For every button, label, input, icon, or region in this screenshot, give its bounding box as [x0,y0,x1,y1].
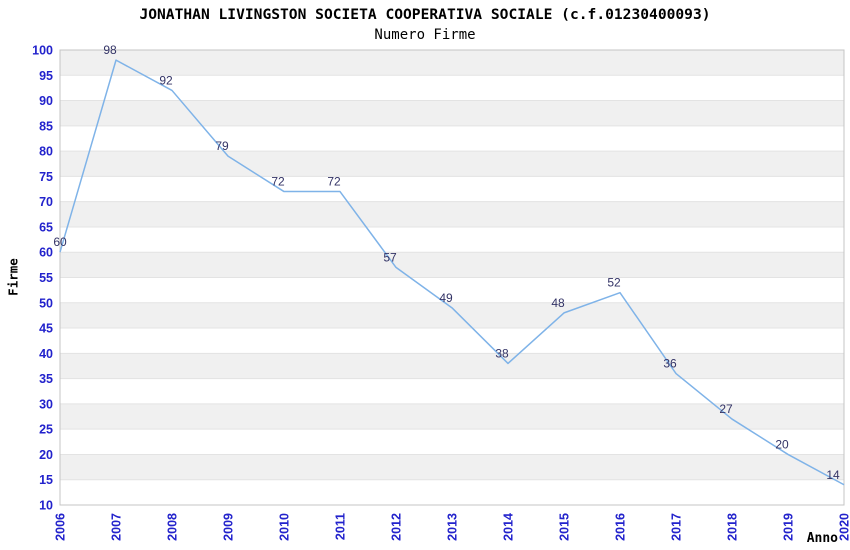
data-point-label: 98 [103,43,117,57]
y-axis-title: Firme [5,258,21,296]
x-tick-label: 2016 [614,513,628,541]
grid-band [60,302,844,329]
grid-band [60,252,844,278]
y-tick-label: 90 [39,94,53,108]
x-tick-label: 2009 [222,513,236,541]
y-tick-label: 10 [39,499,53,513]
x-tick-label: 2007 [110,513,124,541]
data-point-label: 14 [826,468,840,482]
data-point-label: 57 [383,250,397,264]
plot-border [59,49,845,506]
grid-band [60,403,844,430]
y-tick-label: 85 [39,119,53,133]
x-tick-label: 2013 [446,513,460,541]
y-tick-label: 60 [39,246,53,260]
y-tick-label: 50 [39,296,53,310]
y-tick-label: 20 [39,448,53,462]
y-tick-label: 95 [39,69,53,83]
x-tick-label: 2019 [782,513,796,541]
x-axis-title: Anno [806,531,838,546]
grid-band [60,151,844,177]
y-tick-label: 100 [32,44,53,58]
y-tick-label: 25 [39,423,53,437]
grid-band [60,201,844,227]
x-tick-label: 2010 [278,513,292,541]
y-tick-label: 75 [39,170,53,184]
y-tick-label: 70 [39,195,53,209]
x-tick-label: 2017 [670,513,684,541]
x-tick-label: 2020 [838,513,850,541]
x-tick-label: 2008 [166,513,180,541]
data-point-label: 48 [551,296,565,310]
data-point-label: 72 [271,175,285,189]
series-line [59,59,845,486]
data-point-label: 60 [53,235,67,249]
data-point-label: 72 [327,175,341,189]
x-tick-label: 2006 [54,513,68,541]
x-tick-label: 2018 [726,513,740,541]
grid-band [60,50,844,76]
y-tick-label: 80 [39,145,53,159]
grid-band [60,100,844,126]
y-tick-label: 55 [39,271,53,285]
grid-band [60,454,844,480]
y-tick-label: 65 [39,220,53,234]
y-tick-label: 15 [39,473,53,487]
y-tick-label: 35 [39,372,53,386]
data-point-label: 36 [663,357,677,371]
y-tick-label: 40 [39,347,53,361]
y-tick-label: 30 [39,397,53,411]
data-point-label: 79 [215,139,229,153]
data-point-label: 27 [719,402,733,416]
y-tick-label: 45 [39,322,53,336]
x-tick-label: 2012 [390,513,404,541]
chart-title: JONATHAN LIVINGSTON SOCIETA COOPERATIVA … [139,6,711,23]
x-tick-label: 2015 [558,513,572,541]
data-point-label: 20 [775,437,789,451]
chart-subtitle: Numero Firme [374,27,476,43]
x-tick-label: 2014 [502,513,516,541]
x-tick-label: 2011 [334,513,348,540]
data-point-label: 38 [495,346,509,360]
grid-band [60,353,844,379]
data-point-label: 49 [439,291,453,305]
data-point-label: 92 [159,73,173,87]
data-point-label: 52 [607,276,621,290]
